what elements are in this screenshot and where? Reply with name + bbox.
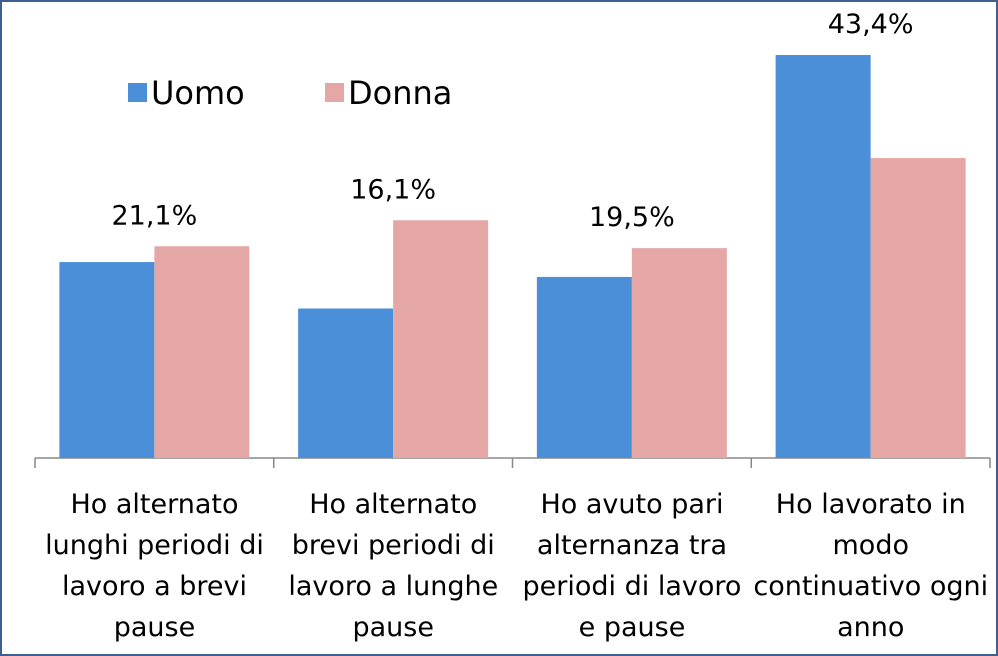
x-tick-label: Ho alternato lunghi periodi di lavoro a … <box>45 489 264 643</box>
bar <box>59 262 155 458</box>
legend-label: Uomo <box>151 74 245 112</box>
legend-label: Donna <box>348 74 452 112</box>
data-label: 19,5% <box>589 202 675 233</box>
legend-swatch <box>128 83 147 102</box>
x-tick-label: Ho alternato brevi periodi di lavoro a l… <box>288 489 499 643</box>
data-label: 16,1% <box>350 174 436 205</box>
bar <box>775 55 871 458</box>
data-label: 43,4% <box>828 9 914 40</box>
bar <box>393 220 489 458</box>
x-tick-label: Ho avuto pari alternanza tra periodi di … <box>522 489 742 643</box>
x-tick-label: Ho lavorato in modo continuativo ogni an… <box>753 489 989 643</box>
data-label: 21,1% <box>111 200 197 231</box>
bar <box>536 276 632 458</box>
bar <box>870 158 966 459</box>
bar <box>298 308 394 458</box>
bar <box>631 248 727 458</box>
legend-swatch <box>325 83 344 102</box>
bar <box>154 246 250 458</box>
